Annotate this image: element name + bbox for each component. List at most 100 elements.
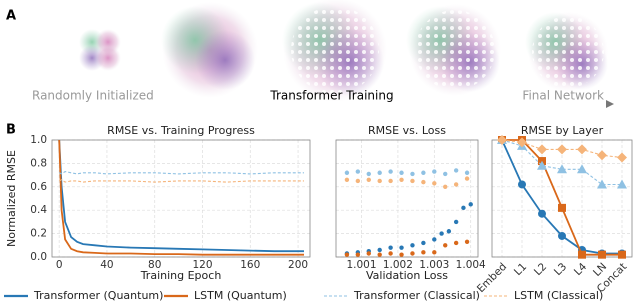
marker xyxy=(577,164,587,174)
point xyxy=(399,245,404,250)
point xyxy=(432,169,437,174)
chart-title: RMSE vs. Loss xyxy=(368,124,446,137)
chart-title: RMSE by Layer xyxy=(521,124,604,137)
stage-label: Randomly Initialized xyxy=(32,89,154,103)
point xyxy=(439,231,444,236)
point xyxy=(421,240,426,246)
point xyxy=(388,251,393,256)
marker xyxy=(558,203,566,212)
stage-label: Final Network xyxy=(522,89,604,103)
legend-label: LSTM (Classical) xyxy=(514,289,603,302)
x-tick-label: L3 xyxy=(552,261,569,278)
marker xyxy=(617,179,627,189)
x-axis-label: Training Epoch xyxy=(140,269,222,282)
point xyxy=(399,170,404,175)
panel-label: B xyxy=(6,123,16,138)
point xyxy=(388,169,393,174)
point xyxy=(377,170,382,175)
point xyxy=(432,250,437,255)
point xyxy=(453,219,459,225)
marker xyxy=(537,144,547,155)
marker xyxy=(618,250,626,259)
arrow-head xyxy=(606,100,614,108)
point xyxy=(468,202,473,207)
marker xyxy=(518,180,526,189)
point xyxy=(410,171,415,177)
point xyxy=(453,240,459,246)
series-line xyxy=(58,139,304,256)
x-tick-label: 40 xyxy=(100,259,113,271)
y-axis-label: Normalized RMSE xyxy=(5,150,18,247)
point xyxy=(344,170,350,175)
point xyxy=(421,170,426,175)
point xyxy=(344,177,350,182)
point xyxy=(453,182,459,187)
point xyxy=(366,171,371,177)
marker xyxy=(557,164,567,174)
x-tick-label: 1.003 xyxy=(419,259,449,271)
y-tick-label: 0.8 xyxy=(30,157,47,169)
marker xyxy=(597,150,607,161)
series-line xyxy=(58,171,304,175)
point xyxy=(464,170,470,175)
point xyxy=(464,239,470,244)
point xyxy=(410,178,415,184)
point xyxy=(366,251,371,256)
point xyxy=(388,245,393,250)
marker xyxy=(558,231,566,240)
x-tick-label: 80 xyxy=(148,259,161,271)
x-tick-label: 120 xyxy=(192,259,212,271)
point xyxy=(344,252,350,257)
marker xyxy=(557,144,567,155)
point xyxy=(421,250,426,255)
point xyxy=(453,168,459,173)
plot-frame xyxy=(335,139,479,258)
point xyxy=(443,171,448,177)
y-tick-label: 0.6 xyxy=(30,181,47,193)
point xyxy=(410,243,415,248)
x-tick-label: L1 xyxy=(512,261,529,278)
x-tick-label: L2 xyxy=(532,261,549,278)
point xyxy=(355,252,361,257)
marker xyxy=(517,137,527,148)
point xyxy=(388,178,393,184)
marker xyxy=(537,160,547,170)
y-tick-label: 0.2 xyxy=(30,228,47,240)
x-tick-label: 160 xyxy=(240,259,260,271)
point xyxy=(461,205,466,211)
plot-frame xyxy=(51,139,311,258)
x-tick-label: 1.001 xyxy=(346,259,376,271)
marker xyxy=(538,209,546,218)
x-axis-label: Validation Loss xyxy=(366,269,448,282)
marker xyxy=(617,152,627,163)
legend-label: Transformer (Quantum) xyxy=(33,289,163,302)
point xyxy=(366,177,371,182)
marker xyxy=(497,135,507,145)
chart-title: RMSE vs. Training Progress xyxy=(107,124,255,137)
point xyxy=(355,169,361,174)
x-tick-label: 1.004 xyxy=(456,259,486,271)
point xyxy=(443,184,448,189)
point xyxy=(377,178,382,184)
y-tick-label: 1.0 xyxy=(30,134,47,146)
point xyxy=(432,237,437,242)
marker xyxy=(578,250,586,259)
plot-frame xyxy=(491,139,633,258)
stage-label: Transformer Training xyxy=(269,89,393,103)
y-tick-label: 0.0 xyxy=(30,251,47,263)
point xyxy=(399,252,404,257)
point xyxy=(432,181,437,186)
marker xyxy=(577,144,587,155)
point xyxy=(355,178,361,184)
marker xyxy=(597,179,607,189)
x-tick-label: L4 xyxy=(572,261,590,279)
x-tick-label: 200 xyxy=(288,259,308,271)
point xyxy=(377,247,382,253)
point xyxy=(464,176,470,181)
legend-label: LSTM (Quantum) xyxy=(194,289,287,302)
marker xyxy=(598,250,606,259)
series-line xyxy=(58,179,304,183)
x-tick-label: 1.002 xyxy=(383,259,413,271)
point xyxy=(421,179,426,185)
